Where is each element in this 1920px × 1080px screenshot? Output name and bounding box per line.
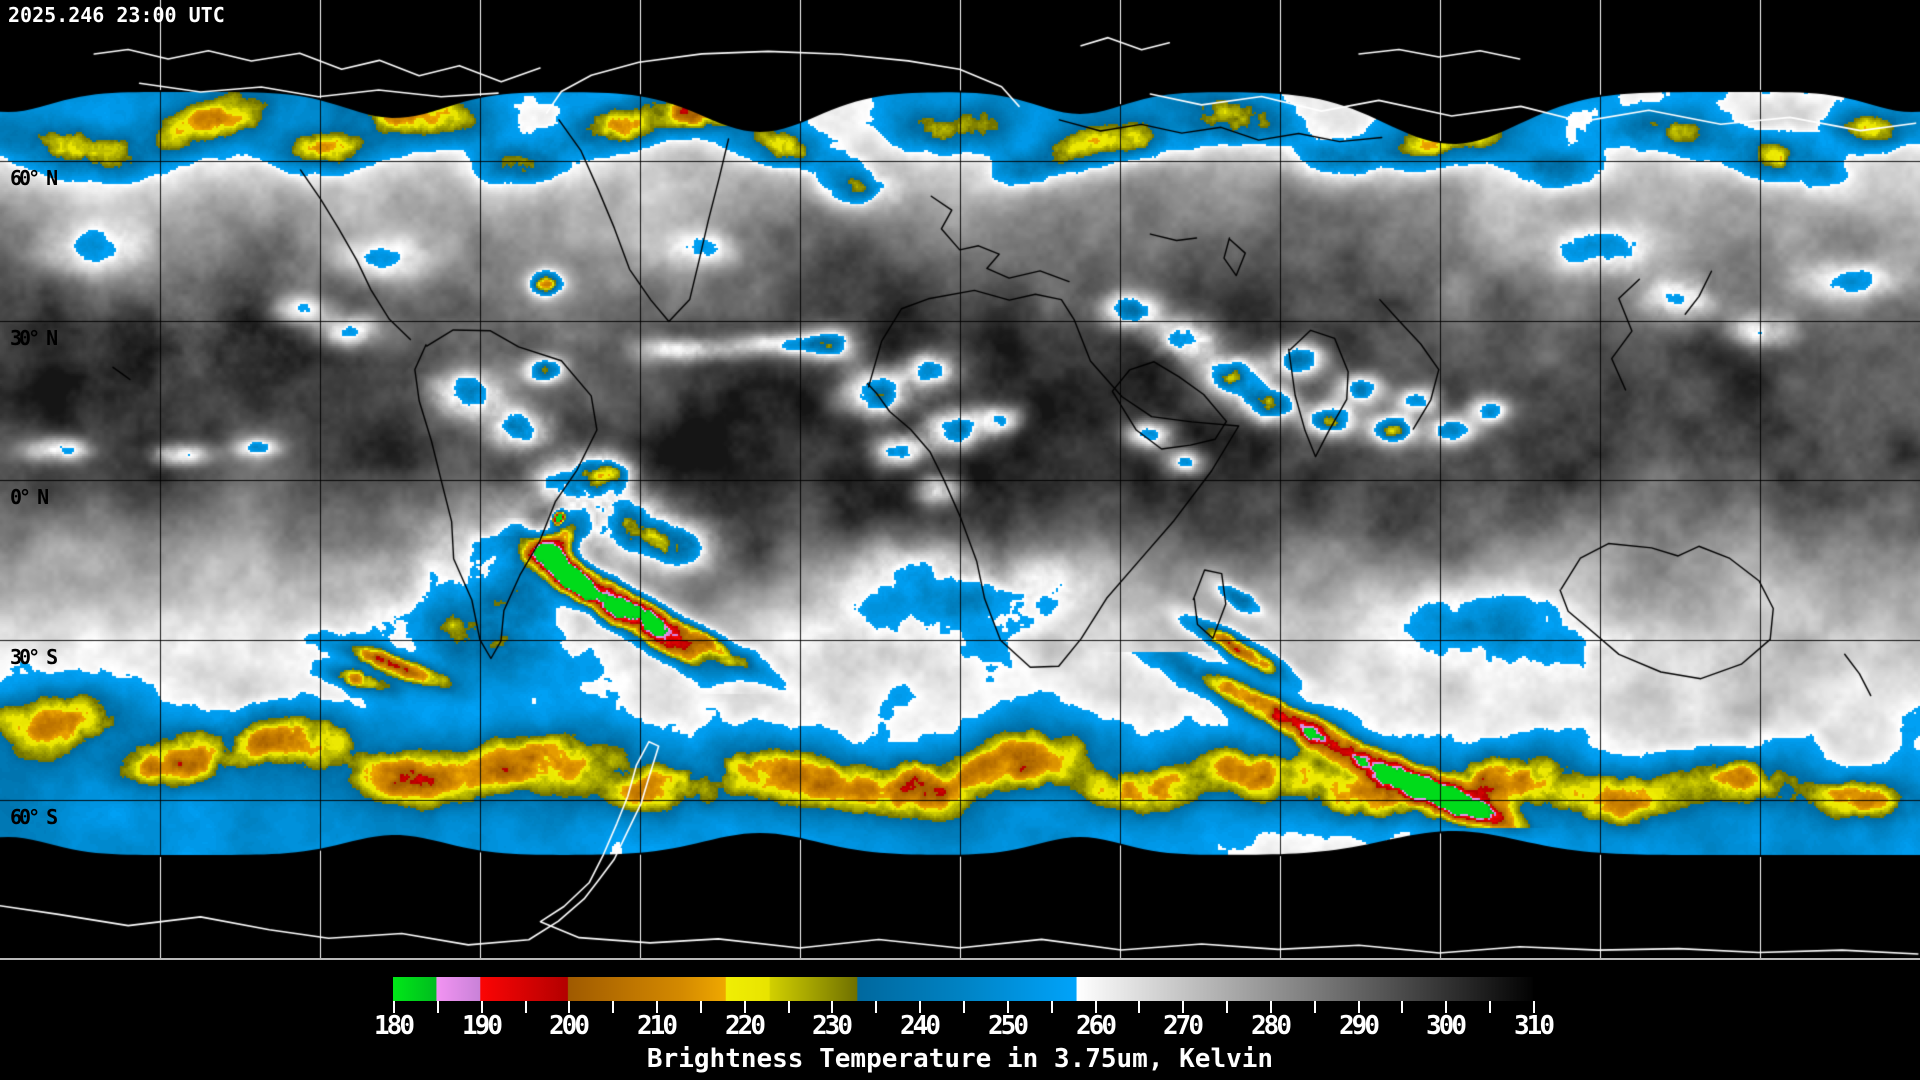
colorbar-tick-190	[481, 1001, 483, 1013]
colorbar-tick-245	[963, 1001, 965, 1013]
colorbar-label-220: 220	[725, 1011, 766, 1041]
colorbar-gradient	[393, 977, 1533, 1001]
colorbar-tick-295	[1401, 1001, 1403, 1013]
colorbar-label-210: 210	[637, 1011, 678, 1041]
colorbar-tick-250	[1007, 1001, 1009, 1013]
colorbar-tick-290	[1358, 1001, 1360, 1013]
colorbar-label-310: 310	[1514, 1011, 1555, 1041]
colorbar-tick-220	[744, 1001, 746, 1013]
colorbar-tick-215	[700, 1001, 702, 1013]
colorbar-tick-200	[568, 1001, 570, 1013]
colorbar-tick-195	[525, 1001, 527, 1013]
colorbar-label-270: 270	[1163, 1011, 1204, 1041]
colorbar-tick-205	[612, 1001, 614, 1013]
colorbar-label-280: 280	[1251, 1011, 1292, 1041]
colorbar-tick-240	[919, 1001, 921, 1013]
colorbar-tick-180	[393, 1001, 395, 1013]
colorbar-tick-310	[1533, 1001, 1535, 1013]
colorbar-tick-285	[1314, 1001, 1316, 1013]
colorbar-tick-275	[1226, 1001, 1228, 1013]
colorbar-tick-300	[1445, 1001, 1447, 1013]
colorbar-title: Brightness Temperature in 3.75um, Kelvin	[646, 1044, 1274, 1074]
latitude-label-0N: 0° N	[10, 485, 49, 509]
colorbar-label-300: 300	[1426, 1011, 1467, 1041]
colorbar-tick-225	[788, 1001, 790, 1013]
latitude-label-60S: 60° S	[10, 805, 58, 829]
colorbar-tick-270	[1182, 1001, 1184, 1013]
satellite-map-canvas	[0, 0, 1920, 960]
map-bottom-border	[0, 958, 1920, 960]
colorbar-tick-260	[1095, 1001, 1097, 1013]
colorbar-tick-235	[875, 1001, 877, 1013]
colorbar-label-260: 260	[1076, 1011, 1117, 1041]
colorbar-tick-265	[1138, 1001, 1140, 1013]
colorbar-label-250: 250	[988, 1011, 1029, 1041]
colorbar-tick-255	[1051, 1001, 1053, 1013]
colorbar-label-180: 180	[374, 1011, 415, 1041]
colorbar-tick-230	[831, 1001, 833, 1013]
timestamp-label: 2025.246 23:00 UTC	[8, 3, 225, 27]
colorbar-label-190: 190	[462, 1011, 503, 1041]
latitude-label-30N: 30° N	[10, 326, 58, 350]
colorbar-tick-280	[1270, 1001, 1272, 1013]
colorbar-label-230: 230	[812, 1011, 853, 1041]
colorbar-label-290: 290	[1339, 1011, 1380, 1041]
latitude-label-60N: 60° N	[10, 166, 58, 190]
colorbar-label-240: 240	[900, 1011, 941, 1041]
colorbar-label-200: 200	[549, 1011, 590, 1041]
colorbar-tick-305	[1489, 1001, 1491, 1013]
colorbar-tick-210	[656, 1001, 658, 1013]
latitude-label-30S: 30° S	[10, 645, 58, 669]
colorbar-tick-185	[437, 1001, 439, 1013]
